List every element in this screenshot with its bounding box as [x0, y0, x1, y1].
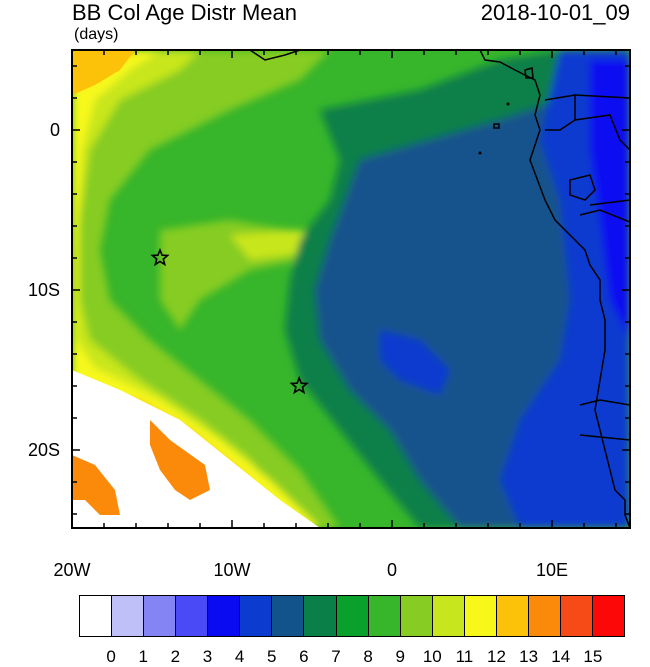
map-frame	[71, 49, 631, 529]
map-title: BB Col Age Distr Mean	[72, 0, 297, 25]
lat-label-0: 0	[49, 120, 60, 140]
colorbar-label: 12	[487, 647, 506, 666]
colorbar-swatch	[368, 596, 401, 636]
star-markers	[150, 247, 309, 395]
colorbar-swatch	[112, 596, 145, 636]
colorbar-label: 3	[202, 647, 213, 666]
lat-label-20s: 20S	[27, 440, 60, 460]
colorbar-label: 4	[234, 647, 245, 666]
lon-label-20w: 20W	[53, 560, 91, 580]
colorbar-swatch	[464, 596, 497, 636]
colorbar-swatch	[176, 596, 209, 636]
colorbar-swatch	[496, 596, 529, 636]
colorbar-swatch	[144, 596, 177, 636]
island-dots	[478, 102, 510, 155]
colorbar-label: 15	[583, 647, 603, 666]
colorbar	[79, 595, 625, 637]
age-field	[72, 50, 630, 528]
axis-ticks	[71, 50, 630, 528]
lon-label-10e: 10E	[535, 560, 569, 580]
star-marker	[289, 375, 309, 395]
colorbar-swatch	[593, 596, 625, 636]
colorbar-swatch	[304, 596, 337, 636]
colorbar-label: 5	[266, 647, 277, 666]
colorbar-label: 13	[519, 647, 539, 666]
colorbar-label: 1	[138, 647, 148, 666]
lat-label-10s: 10S	[27, 280, 60, 300]
colorbar-swatch	[208, 596, 241, 636]
colorbar-label: 10	[422, 647, 442, 666]
colorbar-label: 9	[395, 647, 405, 666]
timestamp: 2018-10-01_09	[480, 0, 630, 25]
colorbar-swatch	[560, 596, 593, 636]
coastline	[249, 50, 630, 528]
lon-label-10w: 10W	[213, 560, 251, 580]
colorbar-label: 11	[455, 647, 474, 666]
colorbar-swatch	[400, 596, 433, 636]
colorbar-swatch	[336, 596, 369, 636]
colorbar-label: 14	[551, 647, 571, 666]
colorbar-label: 2	[170, 647, 181, 666]
colorbar-swatch	[272, 596, 305, 636]
colorbar-label: 8	[363, 647, 373, 666]
star-marker	[150, 247, 170, 267]
colorbar-swatch	[80, 596, 113, 636]
lon-label-0: 0	[386, 560, 397, 580]
colorbar-label: 6	[299, 647, 309, 666]
colorbar-label: 7	[331, 647, 341, 666]
colorbar-swatch	[240, 596, 273, 636]
units-label: (days)	[74, 26, 119, 43]
colorbar-label: 0	[106, 647, 116, 666]
colorbar-swatch	[528, 596, 561, 636]
colorbar-swatch	[432, 596, 465, 636]
